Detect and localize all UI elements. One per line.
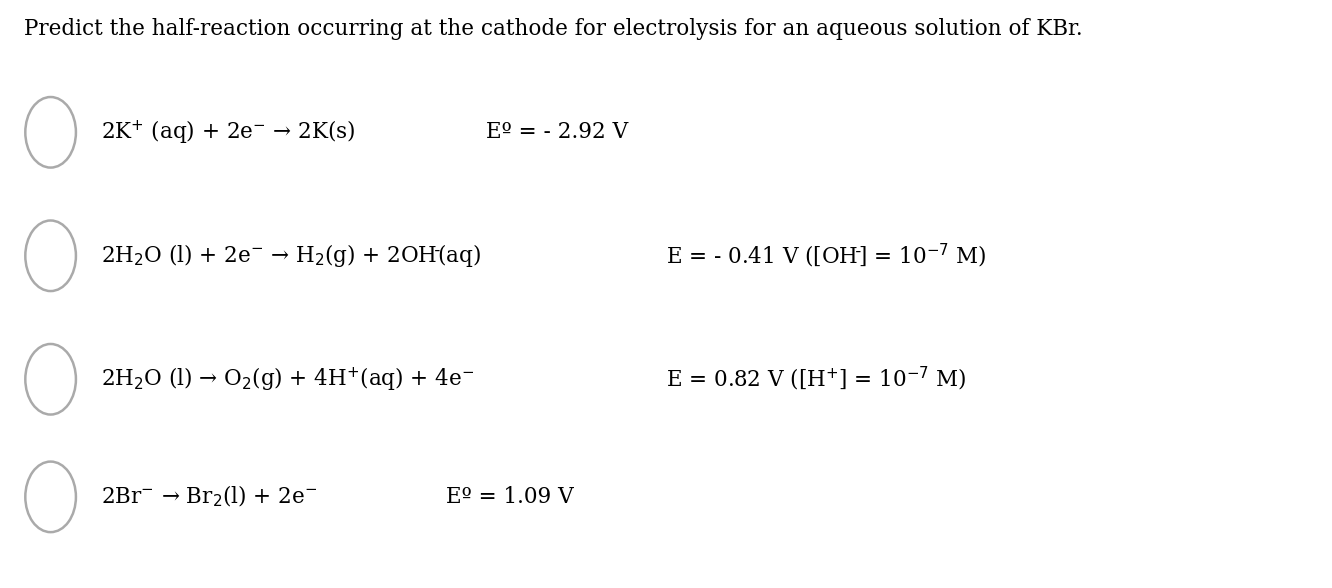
- Text: 2Br$^{-}$ → Br$_{2}$(l) + 2e$^{-}$: 2Br$^{-}$ → Br$_{2}$(l) + 2e$^{-}$: [101, 485, 317, 509]
- Text: 2H$_{2}$O (l) + 2e$^{-}$ → H$_{2}$(g) + 2OH$^{\bar{}}$(aq): 2H$_{2}$O (l) + 2e$^{-}$ → H$_{2}$(g) + …: [101, 242, 481, 269]
- Text: Predict the half-reaction occurring at the cathode for electrolysis for an aqueo: Predict the half-reaction occurring at t…: [24, 18, 1083, 39]
- Text: E = - 0.41 V ([OH$^{\bar{}}$] = 10$^{-7}$ M): E = - 0.41 V ([OH$^{\bar{}}$] = 10$^{-7}…: [666, 242, 987, 270]
- Text: 2K$^{+}$ (aq) + 2e$^{-}$ → 2K(s): 2K$^{+}$ (aq) + 2e$^{-}$ → 2K(s): [101, 118, 356, 146]
- Text: Eº = 1.09 V: Eº = 1.09 V: [446, 486, 574, 508]
- Text: 2H$_{2}$O (l) → O$_{2}$(g) + 4H$^{+}$(aq) + 4e$^{-}$: 2H$_{2}$O (l) → O$_{2}$(g) + 4H$^{+}$(aq…: [101, 365, 474, 393]
- Text: Eº = - 2.92 V: Eº = - 2.92 V: [486, 121, 629, 143]
- Text: E = 0.82 V ([H$^{+}$] = 10$^{-7}$ M): E = 0.82 V ([H$^{+}$] = 10$^{-7}$ M): [666, 365, 967, 393]
